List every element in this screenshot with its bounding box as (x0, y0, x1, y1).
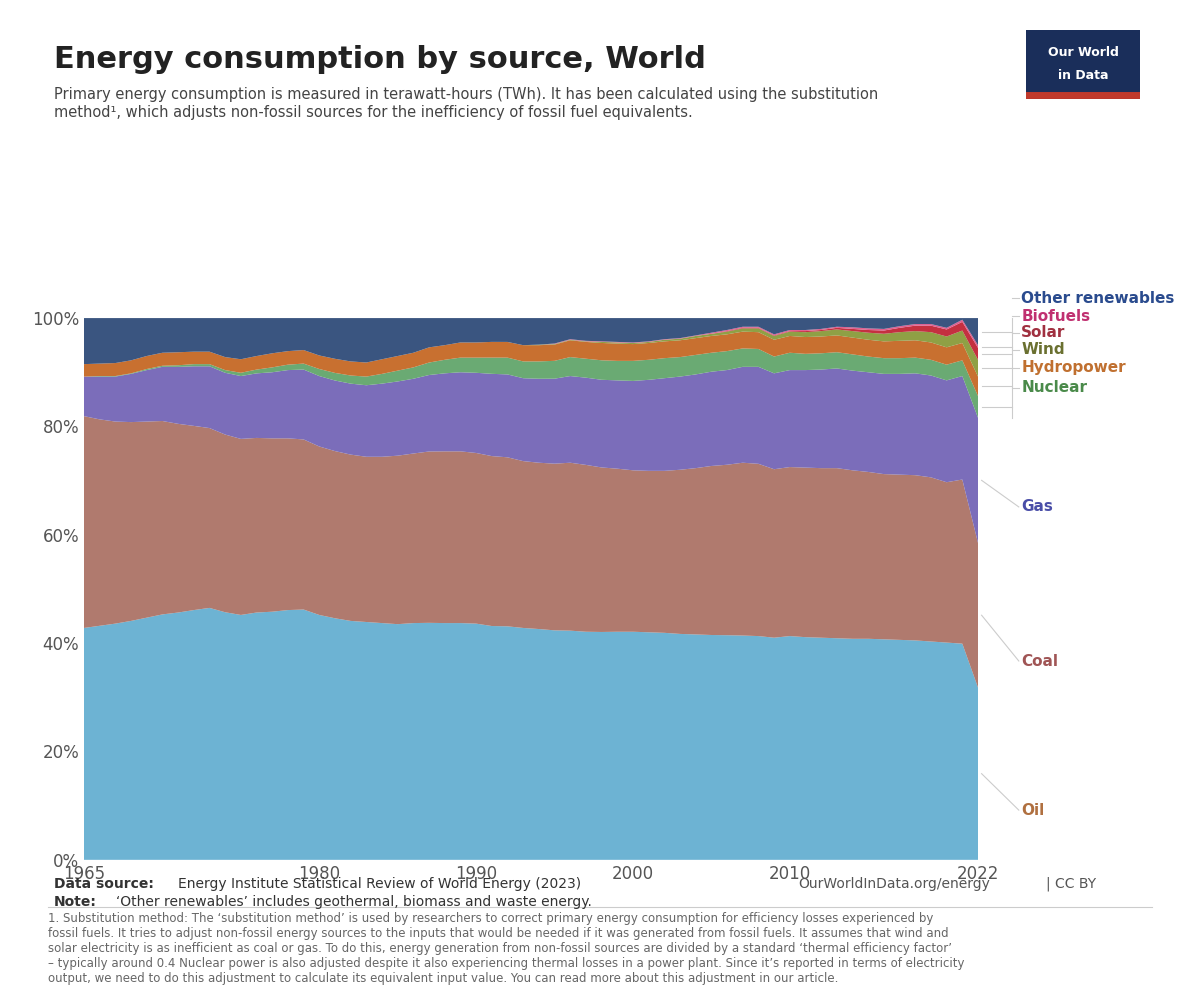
Text: Our World: Our World (1048, 46, 1118, 59)
Text: Energy consumption by source, World: Energy consumption by source, World (54, 45, 706, 74)
Text: Gas: Gas (1021, 499, 1054, 515)
Text: Energy Institute Statistical Review of World Energy (2023): Energy Institute Statistical Review of W… (178, 877, 581, 891)
Text: Biofuels: Biofuels (1021, 308, 1091, 324)
Text: OurWorldInData.org/energy: OurWorldInData.org/energy (798, 877, 990, 891)
Text: Nuclear: Nuclear (1021, 380, 1087, 396)
Text: Other renewables: Other renewables (1021, 290, 1175, 306)
Text: Hydropower: Hydropower (1021, 360, 1126, 376)
Text: Wind: Wind (1021, 342, 1064, 358)
Text: 1. Substitution method: The ‘substitution method’ is used by researchers to corr: 1. Substitution method: The ‘substitutio… (48, 912, 965, 985)
Text: Primary energy consumption is measured in terawatt-hours (TWh). It has been calc: Primary energy consumption is measured i… (54, 87, 878, 120)
Text: Oil: Oil (1021, 802, 1044, 818)
Text: Solar: Solar (1021, 325, 1066, 341)
Text: | CC BY: | CC BY (1046, 877, 1097, 892)
Text: in Data: in Data (1057, 69, 1109, 82)
Text: ‘Other renewables’ includes geothermal, biomass and waste energy.: ‘Other renewables’ includes geothermal, … (116, 895, 593, 909)
Text: Data source:: Data source: (54, 877, 154, 891)
Text: Coal: Coal (1021, 653, 1058, 669)
Text: Note:: Note: (54, 895, 97, 909)
